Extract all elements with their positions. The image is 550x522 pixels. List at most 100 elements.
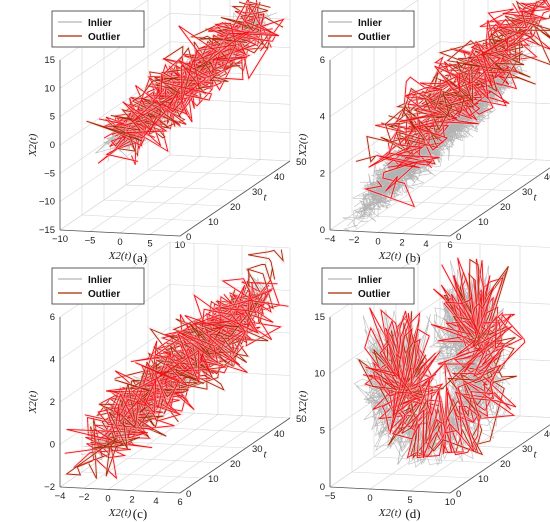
t-axis-label: t <box>263 192 267 204</box>
floor-grid-line <box>103 456 225 464</box>
t-tick-label: 50 <box>296 157 307 168</box>
wall-grid-line <box>439 241 550 248</box>
legend: Inlier Outlier <box>51 267 145 305</box>
x-tick-label: −2 <box>79 492 90 503</box>
inlier-curve <box>342 114 486 232</box>
legend: Inlier Outlier <box>51 10 145 48</box>
wall-grid-line <box>59 326 171 403</box>
t-tick-label: 40 <box>544 429 550 440</box>
floor-grid-line <box>409 415 521 492</box>
t-tick-label: 20 <box>500 459 511 470</box>
legend-label-outlier: Outlier <box>358 289 390 300</box>
floor-grid-line <box>401 158 513 234</box>
floor-grid-line <box>89 156 201 232</box>
floor-grid-line <box>155 416 267 493</box>
wall-grid-line <box>169 154 291 162</box>
z-tick-label: 5 <box>320 425 325 436</box>
z-axis-label: X2(t) <box>27 133 39 157</box>
z-tick-label: 15 <box>314 312 325 323</box>
floor-grid-line <box>147 426 269 434</box>
x-tick-label: 6 <box>177 497 182 508</box>
curves <box>85 0 288 166</box>
x-tick-label: 0 <box>117 237 122 248</box>
legend-label-outlier: Outlier <box>358 32 390 43</box>
legend-label-inlier: Inlier <box>88 18 112 29</box>
x-tick-label: −2 <box>349 235 360 246</box>
outlier-curve <box>122 3 280 139</box>
legend-box <box>51 10 145 48</box>
z-tick-label: −10 <box>39 197 55 208</box>
panel-label: (c) <box>133 506 147 521</box>
t-tick-label: 30 <box>252 187 263 198</box>
legend-label-inlier: Inlier <box>88 275 112 286</box>
t-tick-label: 20 <box>230 459 241 470</box>
t-tick-label: 0 <box>456 232 461 243</box>
curves <box>62 248 289 483</box>
legend-label-inlier: Inlier <box>358 18 382 29</box>
outlier-curve <box>101 304 269 449</box>
outlier-curve <box>100 278 272 433</box>
legend-box <box>321 10 415 48</box>
series-outlier <box>85 0 288 166</box>
series-outlier <box>355 0 550 210</box>
floor-grid-line <box>395 184 517 192</box>
z-tick-label: 0 <box>320 482 325 493</box>
z-tick-label: 4 <box>320 112 325 123</box>
legend-label-outlier: Outlier <box>88 289 120 300</box>
wall-grid-line <box>59 126 171 202</box>
wall-grid-line <box>439 154 550 161</box>
z-tick-label: 0 <box>50 140 55 151</box>
outlier-curve <box>373 266 509 459</box>
wall-grid-line <box>329 41 441 117</box>
t-tick-label: 20 <box>230 202 241 213</box>
floor-grid-line <box>125 441 247 449</box>
floor-grid-line <box>131 415 243 491</box>
wall-grid-line <box>59 284 171 360</box>
t-tick-label: 30 <box>522 444 533 455</box>
floor-grid-line <box>103 199 225 207</box>
legend-label-outlier: Outlier <box>88 32 120 43</box>
z-tick-label: 10 <box>314 369 325 380</box>
inlier-curve <box>364 296 512 464</box>
floor-grid-line <box>149 159 261 235</box>
legend-label-inlier: Inlier <box>358 275 382 286</box>
panel-label: (b) <box>405 250 420 265</box>
grid <box>59 0 291 237</box>
outlier-curve <box>398 1 550 123</box>
panel-d: −5051001020304050051015X2(t)tX2(t)Inlier… <box>297 241 550 519</box>
x-tick-label: 0 <box>367 493 372 504</box>
inlier-curve <box>361 73 507 201</box>
wall-grid-line <box>329 411 441 488</box>
panel-a: −10 −5 0 5 1001020304050−15−10−5051015X2(t)t… <box>27 0 307 262</box>
x-tick-label: 5 <box>407 495 412 506</box>
t-tick-label: 30 <box>252 444 263 455</box>
floor-grid-line <box>373 456 495 464</box>
t-tick-label: 0 <box>456 489 461 500</box>
x-tick-label: −4 <box>55 491 66 502</box>
x-tick-label: 4 <box>153 496 158 507</box>
x-tick-label: 5 <box>147 239 152 250</box>
floor-grid-line <box>417 169 539 177</box>
z-tick-label: 5 <box>50 112 55 123</box>
t-axis-line <box>449 167 550 237</box>
outlier-curve <box>365 264 513 452</box>
t-axis-label: t <box>533 192 537 204</box>
wall-grid-line <box>59 13 171 89</box>
outlier-curve <box>117 0 265 153</box>
x-tick-label: 0 <box>105 493 110 504</box>
z-tick-label: 6 <box>320 55 325 66</box>
t-axis-line <box>179 160 291 237</box>
t-axis-label: t <box>533 449 537 461</box>
z-tick-label: 0 <box>320 225 325 236</box>
outlier-curve <box>358 258 516 456</box>
outlier-curve <box>376 50 523 199</box>
t-axis-line <box>449 424 550 494</box>
x-axis-label: X2(t) <box>378 507 402 519</box>
floor-grid-line <box>147 169 269 177</box>
z-tick-label: 4 <box>50 355 55 366</box>
outlier-curve <box>113 292 289 427</box>
floor-grid-line <box>377 157 489 233</box>
grid <box>329 0 550 237</box>
floor-grid-line <box>83 412 195 489</box>
